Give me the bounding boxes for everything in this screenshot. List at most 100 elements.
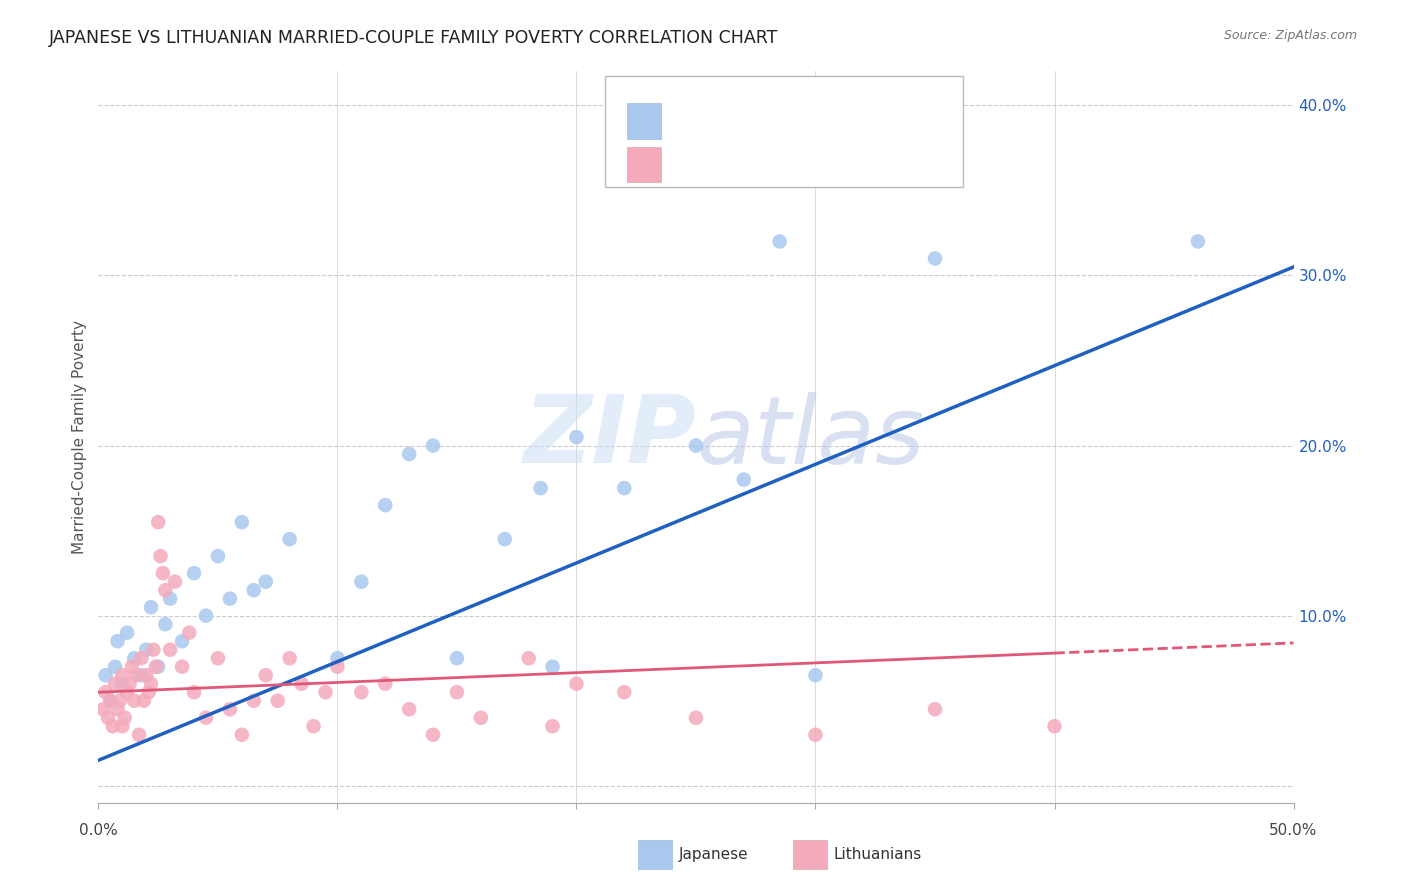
Text: atlas: atlas <box>696 392 924 483</box>
Point <box>152 566 174 581</box>
Point <box>107 634 129 648</box>
Point <box>685 711 707 725</box>
Point <box>104 677 127 691</box>
Point <box>470 711 492 725</box>
Point <box>138 685 160 699</box>
Point <box>145 659 167 673</box>
Point <box>446 651 468 665</box>
Point <box>124 651 146 665</box>
Point <box>422 728 444 742</box>
Point <box>172 634 194 648</box>
Text: N =: N = <box>793 112 837 131</box>
Text: 0.0%: 0.0% <box>79 823 118 838</box>
Point <box>374 677 396 691</box>
Point <box>769 235 792 249</box>
Point <box>398 447 420 461</box>
Point <box>243 694 266 708</box>
Text: JAPANESE VS LITHUANIAN MARRIED-COUPLE FAMILY POVERTY CORRELATION CHART: JAPANESE VS LITHUANIAN MARRIED-COUPLE FA… <box>49 29 779 46</box>
Point <box>94 685 117 699</box>
Point <box>135 668 157 682</box>
Point <box>118 677 141 691</box>
Point <box>302 719 325 733</box>
Point <box>132 694 155 708</box>
Point <box>374 498 396 512</box>
Point <box>398 702 420 716</box>
Point <box>350 574 373 589</box>
Point <box>131 651 153 665</box>
Text: N =: N = <box>793 155 837 174</box>
Point <box>115 685 138 699</box>
Text: Japanese: Japanese <box>679 847 749 862</box>
Point <box>172 659 194 673</box>
Point <box>326 651 349 665</box>
Point <box>108 694 131 708</box>
Point <box>219 591 242 606</box>
Point <box>195 711 218 725</box>
Point <box>541 659 564 673</box>
Point <box>254 574 277 589</box>
Point <box>183 685 205 699</box>
Text: R =: R = <box>673 155 716 174</box>
Point <box>179 625 201 640</box>
Point <box>494 532 516 546</box>
Point <box>350 685 373 699</box>
Text: 58: 58 <box>837 155 863 174</box>
Point <box>195 608 218 623</box>
Point <box>613 481 636 495</box>
Point <box>517 651 540 665</box>
Point <box>183 566 205 581</box>
Point <box>104 659 127 673</box>
Point <box>142 642 165 657</box>
Point <box>101 719 124 733</box>
Point <box>326 659 349 673</box>
Point <box>94 668 117 682</box>
Point <box>163 574 186 589</box>
Point <box>267 694 290 708</box>
Point <box>207 549 229 563</box>
Point <box>139 677 162 691</box>
Point <box>661 158 683 172</box>
Point <box>125 668 148 682</box>
Point <box>219 702 242 716</box>
Point <box>159 591 181 606</box>
Point <box>111 719 134 733</box>
Point <box>565 677 588 691</box>
Point <box>135 642 157 657</box>
Y-axis label: Married-Couple Family Poverty: Married-Couple Family Poverty <box>72 320 87 554</box>
Point <box>278 651 301 665</box>
Text: 50.0%: 50.0% <box>1270 823 1317 838</box>
Point <box>124 694 146 708</box>
Point <box>291 677 314 691</box>
Point <box>315 685 337 699</box>
Point <box>924 252 946 266</box>
Point <box>155 583 177 598</box>
Point <box>98 694 122 708</box>
Text: 0.067: 0.067 <box>716 155 778 174</box>
Point <box>1043 719 1066 733</box>
Point <box>128 728 150 742</box>
Point <box>111 668 134 682</box>
Point <box>422 439 444 453</box>
Text: ZIP: ZIP <box>523 391 696 483</box>
Point <box>685 439 707 453</box>
Point <box>733 473 755 487</box>
Text: Source: ZipAtlas.com: Source: ZipAtlas.com <box>1223 29 1357 42</box>
Point <box>804 728 827 742</box>
Point <box>97 711 120 725</box>
Point <box>148 659 170 673</box>
Point <box>565 430 588 444</box>
Point <box>924 702 946 716</box>
Point <box>207 651 229 665</box>
Point <box>98 694 122 708</box>
Point <box>446 685 468 699</box>
Text: 0.564: 0.564 <box>716 112 778 131</box>
Point <box>121 659 143 673</box>
Text: Lithuanians: Lithuanians <box>834 847 922 862</box>
Point <box>530 481 553 495</box>
Point <box>804 668 827 682</box>
Point <box>149 549 172 563</box>
Point <box>148 515 170 529</box>
Point <box>111 677 134 691</box>
Point <box>1187 235 1209 249</box>
Point <box>131 668 153 682</box>
